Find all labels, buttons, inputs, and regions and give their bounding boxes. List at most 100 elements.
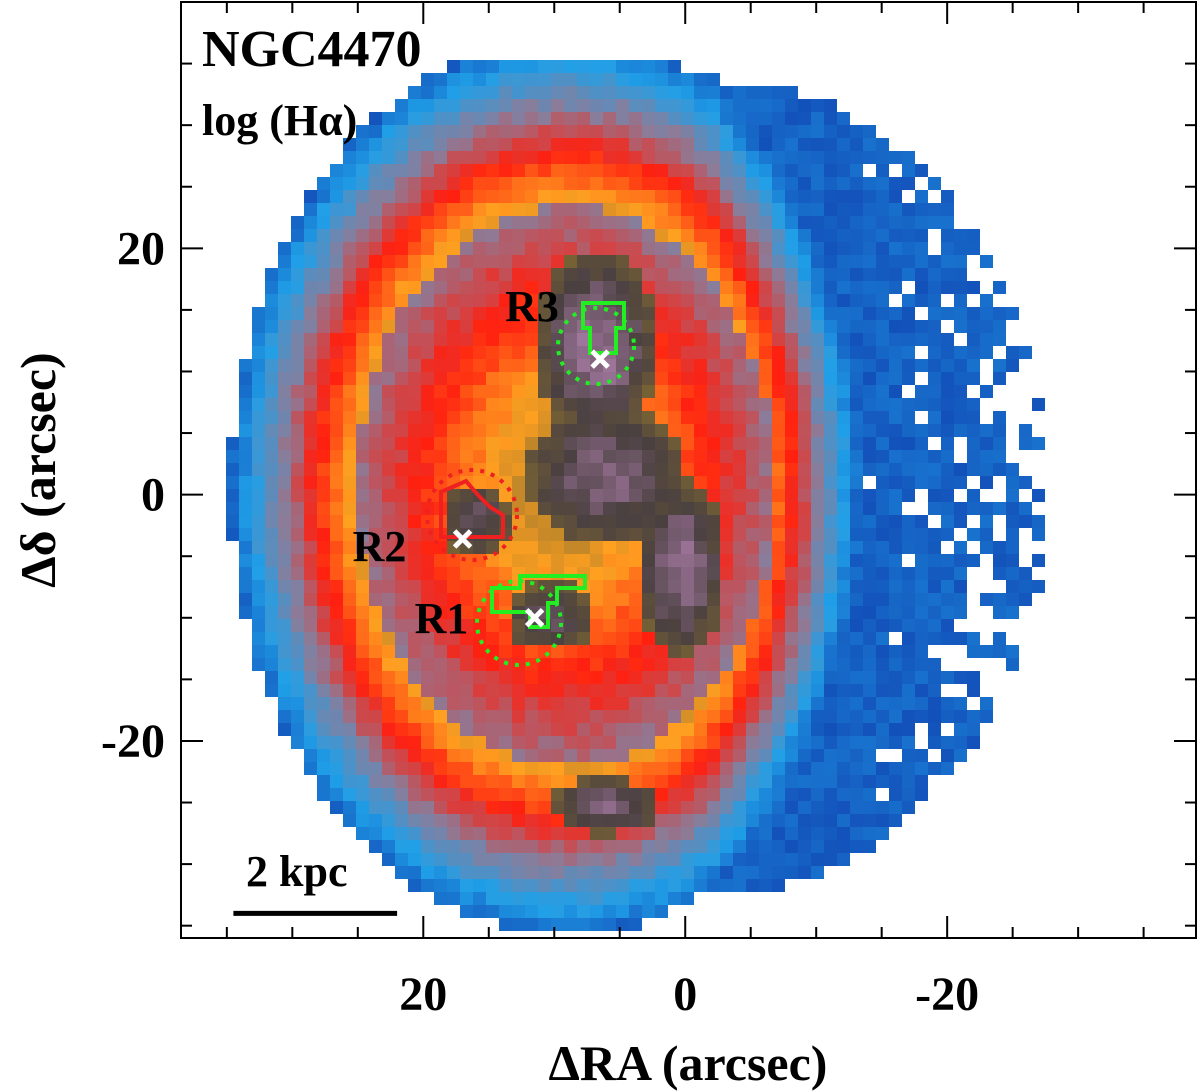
heatmap-cell	[928, 359, 941, 372]
heatmap-cell	[239, 515, 252, 528]
heatmap-cell	[291, 658, 304, 671]
heatmap-cell	[512, 476, 525, 489]
heatmap-cell	[525, 827, 538, 840]
heatmap-cell	[655, 541, 668, 554]
heatmap-cell	[343, 528, 356, 541]
heatmap-cell	[382, 125, 395, 138]
heatmap-cell	[356, 359, 369, 372]
heatmap-cell	[447, 684, 460, 697]
heatmap-cell	[551, 684, 564, 697]
heatmap-cell	[551, 840, 564, 853]
heatmap-cell	[395, 853, 408, 866]
heatmap-cell	[460, 424, 473, 437]
heatmap-cell	[824, 658, 837, 671]
heatmap-cell	[954, 671, 967, 684]
heatmap-cell	[434, 255, 447, 268]
heatmap-cell	[421, 619, 434, 632]
heatmap-cell	[980, 593, 993, 606]
heatmap-cell	[525, 736, 538, 749]
heatmap-cell	[993, 554, 1006, 567]
heatmap-cell	[915, 450, 928, 463]
heatmap-cell	[525, 684, 538, 697]
heatmap-cell	[343, 398, 356, 411]
heatmap-cell	[343, 268, 356, 281]
heatmap-cell	[512, 710, 525, 723]
heatmap-cell	[642, 177, 655, 190]
heatmap-cell	[499, 697, 512, 710]
heatmap-cell	[382, 814, 395, 827]
heatmap-cell	[460, 320, 473, 333]
heatmap-cell	[369, 632, 382, 645]
heatmap-cell	[486, 788, 499, 801]
heatmap-cell	[408, 749, 421, 762]
heatmap-cell	[408, 281, 421, 294]
heatmap-cell	[291, 606, 304, 619]
heatmap-cell	[759, 463, 772, 476]
heatmap-cell	[707, 255, 720, 268]
heatmap-cell	[330, 320, 343, 333]
heatmap-cell	[577, 515, 590, 528]
heatmap-cell	[434, 567, 447, 580]
heatmap-cell	[590, 879, 603, 892]
heatmap-cell	[538, 112, 551, 125]
heatmap-cell	[642, 346, 655, 359]
heatmap-cell	[499, 190, 512, 203]
heatmap-cell	[785, 307, 798, 320]
heatmap-cell	[889, 528, 902, 541]
heatmap-cell	[759, 294, 772, 307]
heatmap-cell	[551, 190, 564, 203]
heatmap-cell	[928, 580, 941, 593]
heatmap-cell	[746, 294, 759, 307]
heatmap-cell	[798, 658, 811, 671]
heatmap-cell	[421, 710, 434, 723]
heatmap-cell	[304, 658, 317, 671]
heatmap-cell	[694, 567, 707, 580]
heatmap-cell	[317, 554, 330, 567]
heatmap-cell	[850, 814, 863, 827]
heatmap-cell	[707, 450, 720, 463]
heatmap-cell	[278, 320, 291, 333]
heatmap-cell	[486, 853, 499, 866]
heatmap-cell	[902, 736, 915, 749]
heatmap-cell	[902, 515, 915, 528]
heatmap-cell	[811, 216, 824, 229]
heatmap-cell	[915, 632, 928, 645]
heatmap-cell	[772, 86, 785, 99]
heatmap-cell	[798, 268, 811, 281]
heatmap-cell	[590, 502, 603, 515]
heatmap-cell	[746, 138, 759, 151]
heatmap-cell	[603, 905, 616, 918]
heatmap-cell	[928, 177, 941, 190]
heatmap-cell	[837, 814, 850, 827]
heatmap-cell	[889, 346, 902, 359]
heatmap-cell	[512, 684, 525, 697]
heatmap-cell	[525, 73, 538, 86]
heatmap-cell	[512, 125, 525, 138]
heatmap-cell	[850, 333, 863, 346]
heatmap-cell	[772, 229, 785, 242]
heatmap-cell	[551, 502, 564, 515]
heatmap-cell	[798, 177, 811, 190]
heatmap-cell	[889, 229, 902, 242]
heatmap-cell	[538, 125, 551, 138]
heatmap-cell	[629, 736, 642, 749]
heatmap-cell	[343, 281, 356, 294]
heatmap-cell	[434, 86, 447, 99]
heatmap-cell	[694, 359, 707, 372]
heatmap-cell	[395, 619, 408, 632]
heatmap-cell	[590, 775, 603, 788]
heatmap-cell	[785, 138, 798, 151]
heatmap-cell	[603, 593, 616, 606]
heatmap-cell	[785, 723, 798, 736]
heatmap-cell	[590, 307, 603, 320]
heatmap-cell	[863, 346, 876, 359]
heatmap-cell	[1006, 645, 1019, 658]
y-axis-label: Δδ (arcsec)	[10, 352, 66, 587]
heatmap-cell	[486, 840, 499, 853]
heatmap-cell	[473, 125, 486, 138]
heatmap-cell	[369, 840, 382, 853]
heatmap-cell	[863, 125, 876, 138]
heatmap-cell	[577, 450, 590, 463]
heatmap-cell	[642, 255, 655, 268]
heatmap-cell	[668, 710, 681, 723]
